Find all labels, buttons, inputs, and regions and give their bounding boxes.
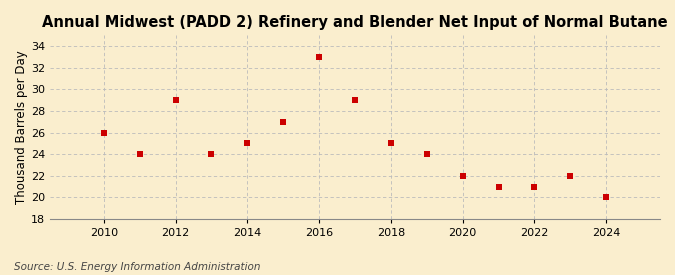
- Text: Source: U.S. Energy Information Administration: Source: U.S. Energy Information Administ…: [14, 262, 260, 272]
- Point: [99, 130, 109, 135]
- Point: [493, 184, 504, 189]
- Point: [457, 174, 468, 178]
- Point: [206, 152, 217, 156]
- Point: [385, 141, 396, 145]
- Point: [421, 152, 432, 156]
- Point: [170, 98, 181, 102]
- Point: [350, 98, 360, 102]
- Point: [134, 152, 145, 156]
- Point: [278, 120, 289, 124]
- Point: [314, 55, 325, 59]
- Y-axis label: Thousand Barrels per Day: Thousand Barrels per Day: [15, 50, 28, 204]
- Point: [529, 184, 540, 189]
- Point: [242, 141, 252, 145]
- Title: Annual Midwest (PADD 2) Refinery and Blender Net Input of Normal Butane: Annual Midwest (PADD 2) Refinery and Ble…: [42, 15, 668, 30]
- Point: [601, 195, 612, 200]
- Point: [565, 174, 576, 178]
